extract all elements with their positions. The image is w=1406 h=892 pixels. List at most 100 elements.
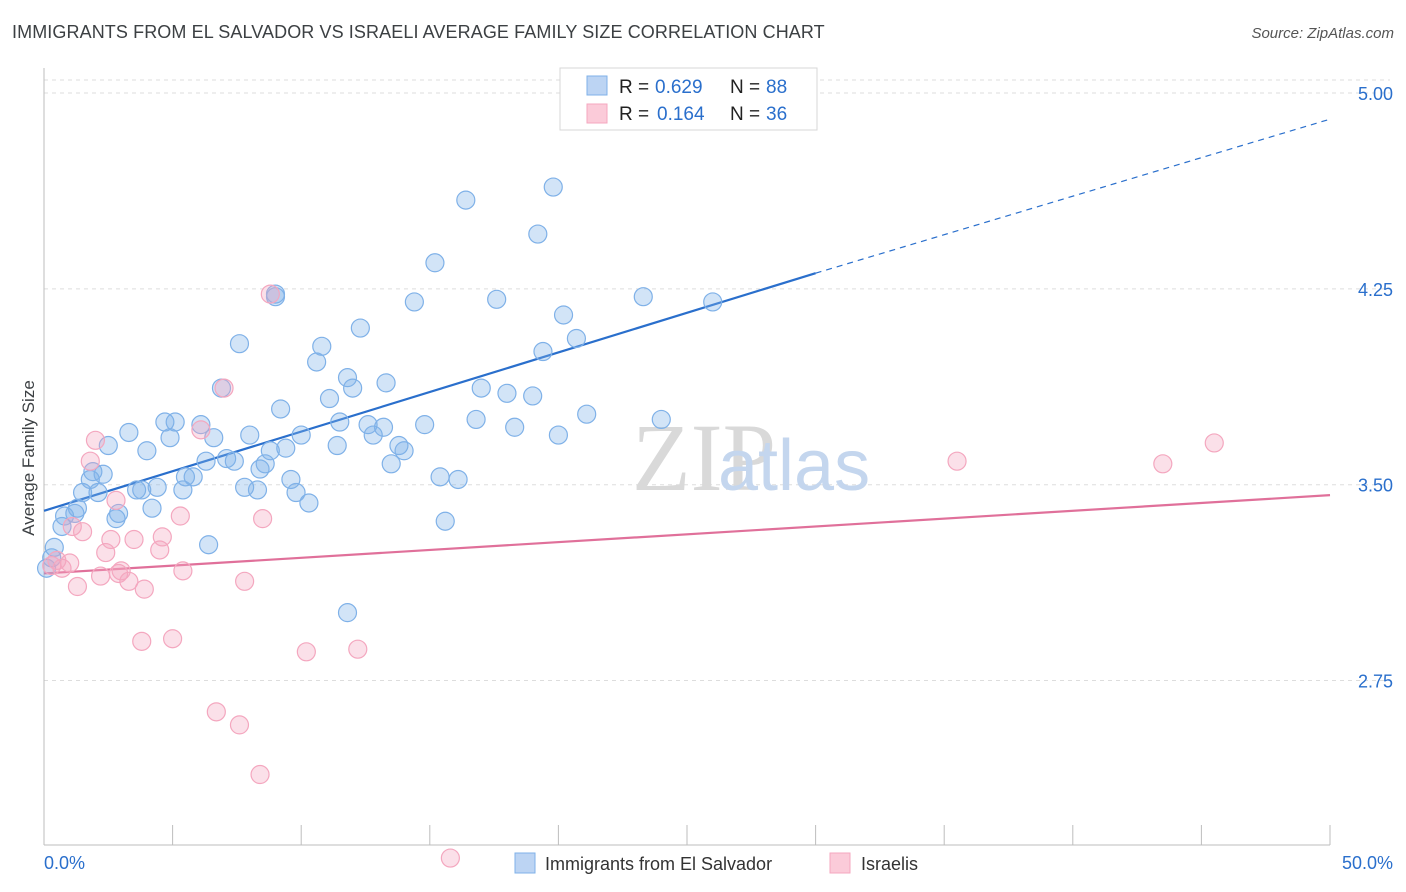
data-point-israelis (191, 420, 211, 440)
data-point-salvador (224, 451, 244, 471)
data-point-israelis (60, 553, 80, 573)
x-tick-labels: 0.0% 50.0% (44, 853, 1393, 873)
data-point-israelis (72, 522, 93, 542)
data-point-salvador (98, 435, 118, 456)
data-point-salvador (471, 378, 491, 398)
data-point-israelis (173, 561, 193, 581)
data-point-salvador (312, 336, 332, 356)
data-point-salvador (276, 438, 296, 458)
bottom-legend-swatch-israelis (829, 852, 851, 874)
data-point-salvador (247, 480, 268, 500)
data-point-israelis (348, 639, 368, 659)
r-value-1: 0.629 (655, 77, 703, 98)
trend-line-salvador (43, 272, 816, 512)
data-point-salvador (651, 409, 671, 430)
legend-swatch-salvador (586, 75, 608, 96)
data-point-israelis (947, 451, 967, 471)
data-point-salvador (137, 441, 157, 461)
trend-lines (43, 118, 1331, 575)
data-point-salvador (358, 415, 378, 435)
watermark-atlas: atlas (718, 426, 870, 506)
data-point-salvador (543, 177, 563, 197)
data-point-israelis (62, 516, 82, 537)
bottom-legend-label-israelis: Israelis (861, 854, 918, 874)
data-point-israelis (1153, 454, 1173, 474)
data-point-salvador (142, 498, 162, 518)
y-tick-label: 4.25 (1358, 280, 1393, 300)
data-point-salvador (36, 558, 57, 578)
data-point-israelis (106, 490, 126, 510)
data-point-salvador (271, 399, 291, 419)
n-label-1: N = (730, 77, 760, 98)
data-point-israelis (90, 566, 111, 586)
data-point-salvador (265, 287, 286, 307)
data-point-salvador (435, 511, 455, 531)
data-point-israelis (206, 702, 226, 722)
data-point-salvador (373, 417, 394, 437)
data-point-salvador (327, 435, 347, 456)
r-label-1: R = (619, 77, 649, 98)
data-point-israelis (108, 563, 129, 584)
y-tick-label: 5.00 (1358, 84, 1393, 104)
data-point-israelis (229, 715, 250, 735)
data-point-salvador (132, 480, 152, 500)
data-point-salvador (217, 448, 237, 469)
data-point-salvador (389, 435, 409, 456)
data-point-israelis (235, 571, 255, 591)
data-point-salvador (229, 334, 250, 354)
data-point-salvador (497, 383, 517, 403)
data-point-salvador (548, 425, 569, 445)
data-point-salvador (505, 417, 525, 437)
data-point-salvador (260, 441, 280, 461)
data-point-salvador (553, 305, 574, 325)
data-point-israelis (163, 629, 183, 649)
x-tick-label: 0.0% (44, 853, 85, 873)
data-point-salvador (703, 292, 723, 312)
data-point-salvador (319, 388, 340, 409)
data-point-salvador (376, 373, 396, 393)
data-point-israelis (119, 571, 139, 591)
n-value-1: 88 (766, 77, 787, 98)
data-point-salvador (337, 368, 358, 388)
data-point-israelis (132, 631, 152, 651)
watermark-zip: ZIP (632, 404, 776, 511)
data-point-salvador (448, 469, 468, 490)
data-point-salvador (199, 535, 219, 555)
legend-swatch-israelis (586, 103, 608, 124)
bottom-legend-label-salvador: Immigrants from El Salvador (545, 854, 772, 874)
data-point-salvador (88, 482, 108, 503)
data-point-israelis (152, 527, 172, 547)
y-tick-labels: 2.75 3.50 4.25 5.00 (1358, 84, 1393, 691)
data-point-salvador (381, 454, 401, 474)
chart-title: IMMIGRANTS FROM EL SALVADOR VS ISRAELI A… (12, 22, 825, 42)
data-point-salvador (533, 341, 553, 362)
x-tick-label: 50.0% (1342, 853, 1393, 873)
data-point-israelis (260, 284, 280, 304)
data-point-israelis (80, 451, 100, 471)
y-axis-label: Average Family Size (19, 380, 38, 536)
data-point-israelis (111, 561, 131, 581)
data-point-salvador (147, 477, 167, 497)
data-point-israelis (101, 529, 121, 550)
data-point-salvador (350, 318, 370, 338)
bottom-legend-swatch-salvador (514, 852, 536, 874)
data-point-salvador (93, 464, 113, 484)
data-point-salvador (523, 386, 543, 406)
data-point-salvador (240, 425, 260, 445)
data-point-israelis (134, 579, 154, 599)
trend-line-salvador-extension (815, 118, 1331, 274)
data-point-israelis (250, 764, 270, 785)
data-point-salvador (175, 467, 196, 487)
data-points (36, 177, 1224, 868)
data-point-salvador (430, 467, 450, 487)
data-point-salvador (425, 253, 445, 273)
data-point-salvador (566, 328, 587, 349)
data-point-salvador (250, 459, 270, 479)
data-point-israelis (214, 378, 234, 398)
n-value-2: 36 (766, 104, 787, 125)
data-point-salvador (337, 603, 358, 623)
data-point-israelis (296, 642, 316, 662)
data-point-salvador (466, 409, 486, 430)
data-point-israelis (124, 529, 144, 550)
